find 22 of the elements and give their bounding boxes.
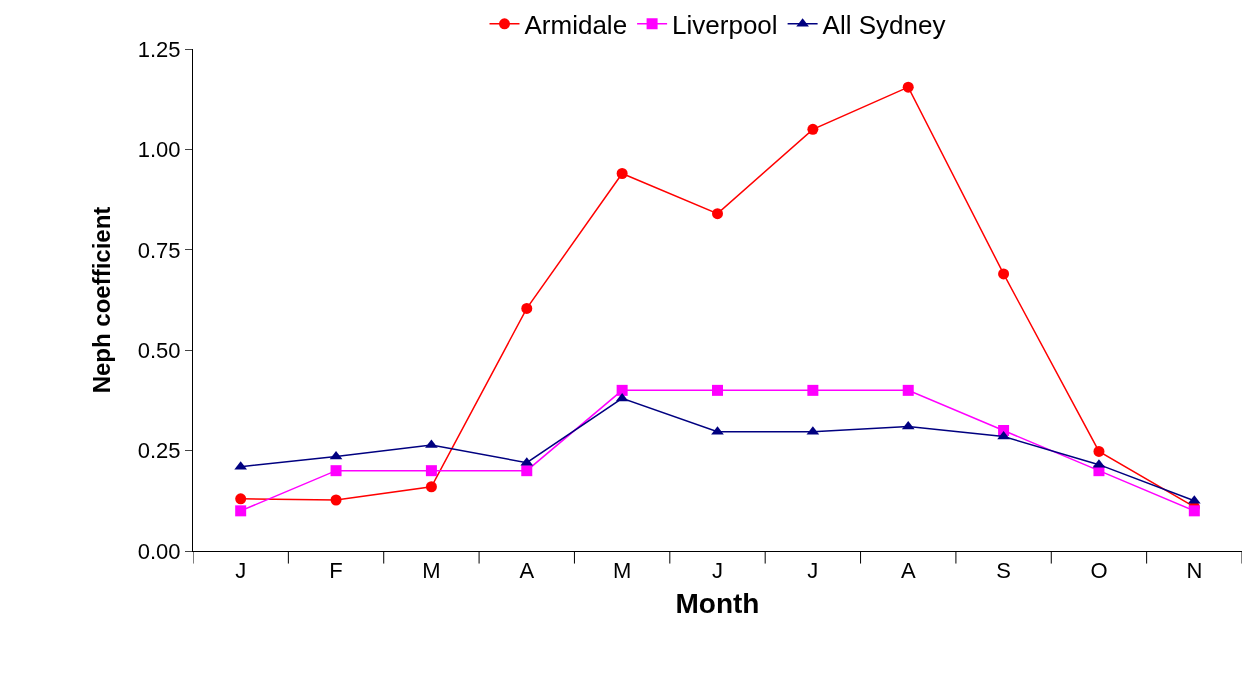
y-tick-label: 0.00	[137, 538, 181, 564]
x-tick-label: N	[1186, 558, 1203, 584]
x-tick-label: O	[1090, 558, 1108, 584]
y-tick-label: 0.75	[137, 237, 181, 263]
x-axis-title: Month	[675, 587, 760, 619]
x-tick-label: A	[519, 558, 535, 584]
x-tick-label: M	[612, 558, 632, 584]
y-tick-label: 0.25	[137, 438, 181, 464]
x-tick-label: A	[900, 558, 916, 584]
y-axis-title: Neph coefficient	[87, 206, 115, 394]
legend-label: Liverpool	[672, 9, 778, 40]
y-tick-label: 1.00	[137, 137, 181, 163]
legend-label: All Sydney	[822, 9, 946, 40]
x-tick-label: J	[807, 558, 819, 584]
y-tick-label: 0.50	[137, 337, 181, 363]
x-tick-label: S	[996, 558, 1011, 584]
legend-label: Armidale	[524, 9, 628, 40]
x-tick-label: F	[329, 558, 343, 584]
y-tick-label: 1.25	[137, 36, 181, 62]
x-tick-label: J	[235, 558, 247, 584]
x-tick-label: J	[712, 558, 723, 584]
x-tick-label: M	[422, 558, 441, 584]
